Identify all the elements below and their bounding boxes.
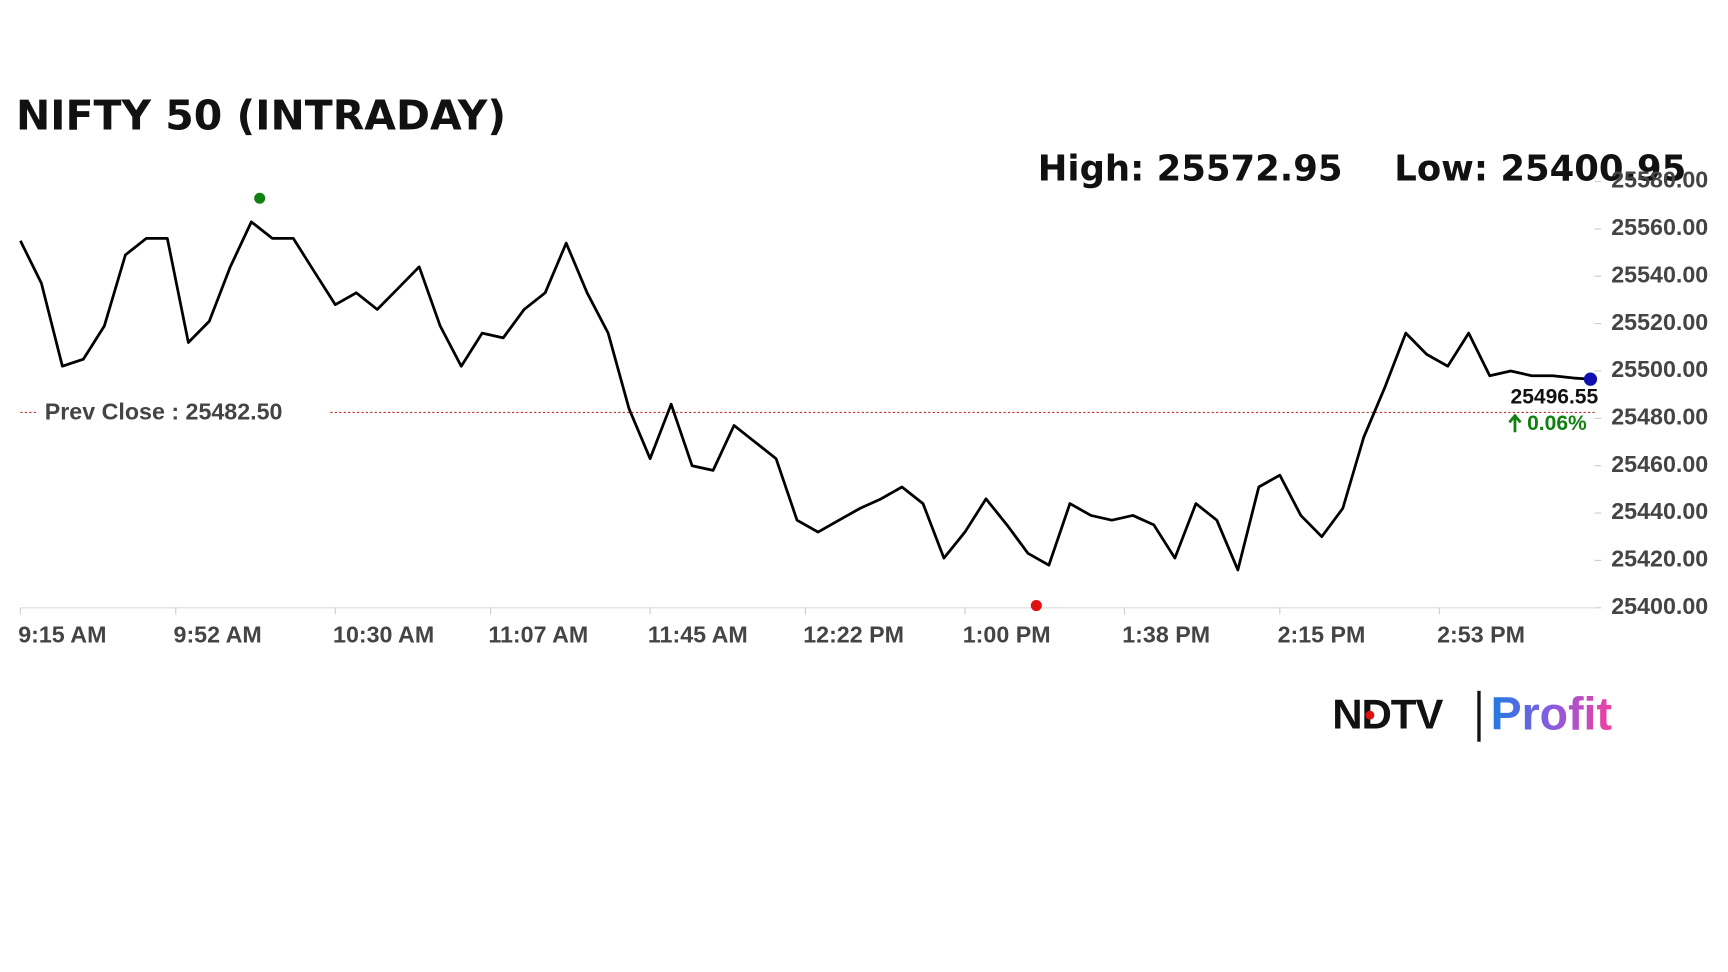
logo-divider [1477,690,1481,742]
low-annotation: Low: 25400.95 [1394,148,1686,189]
y-tick-label: 25560.00 [1611,214,1708,240]
x-tick-label: 10:30 AM [333,622,434,648]
chart-title: NIFTY 50 (INTRADAY) [16,91,506,139]
logo-product: Profit [1491,688,1612,740]
prev-close-label-bg [38,396,329,428]
logo-dot [1365,710,1375,720]
y-tick-label: 25420.00 [1611,546,1708,572]
y-tick-label: 25440.00 [1611,498,1708,524]
x-tick-label: 11:07 AM [488,622,588,648]
y-tick-label: 25580.00 [1611,167,1708,193]
logo: NDTV Profit [1332,688,1612,742]
y-tick-label: 25460.00 [1611,451,1708,477]
change-label: 0.06% [1527,412,1587,435]
x-tick-label: 1:38 PM [1122,622,1210,648]
change-arrow [1508,413,1522,433]
last-value-label: 25496.55 [1511,386,1599,409]
y-tick-label: 25520.00 [1611,309,1708,335]
low-marker [1030,599,1042,612]
y-tick-label: 25540.00 [1611,261,1708,287]
x-tick-label: 2:53 PM [1437,622,1525,648]
high-marker [254,192,266,204]
x-tick-label: 9:15 AM [18,622,106,648]
x-tick-label: 9:52 AM [174,622,262,648]
y-tick-label: 25480.00 [1611,403,1708,429]
x-tick-label: 1:00 PM [963,622,1051,648]
prev-close-label: Prev Close : 25482.50 [45,399,283,425]
x-tick-label: 11:45 AM [648,622,748,648]
y-tick-label: 25500.00 [1611,356,1708,382]
price-line [19,220,1591,572]
last-marker [1583,372,1598,386]
logo-brand: NDTV [1332,690,1443,737]
x-tick-label: 2:15 PM [1278,622,1366,648]
x-tick-label: 12:22 PM [803,622,904,648]
y-tick-label: 25400.00 [1611,593,1708,619]
high-annotation: High: 25572.95 [1038,148,1343,189]
